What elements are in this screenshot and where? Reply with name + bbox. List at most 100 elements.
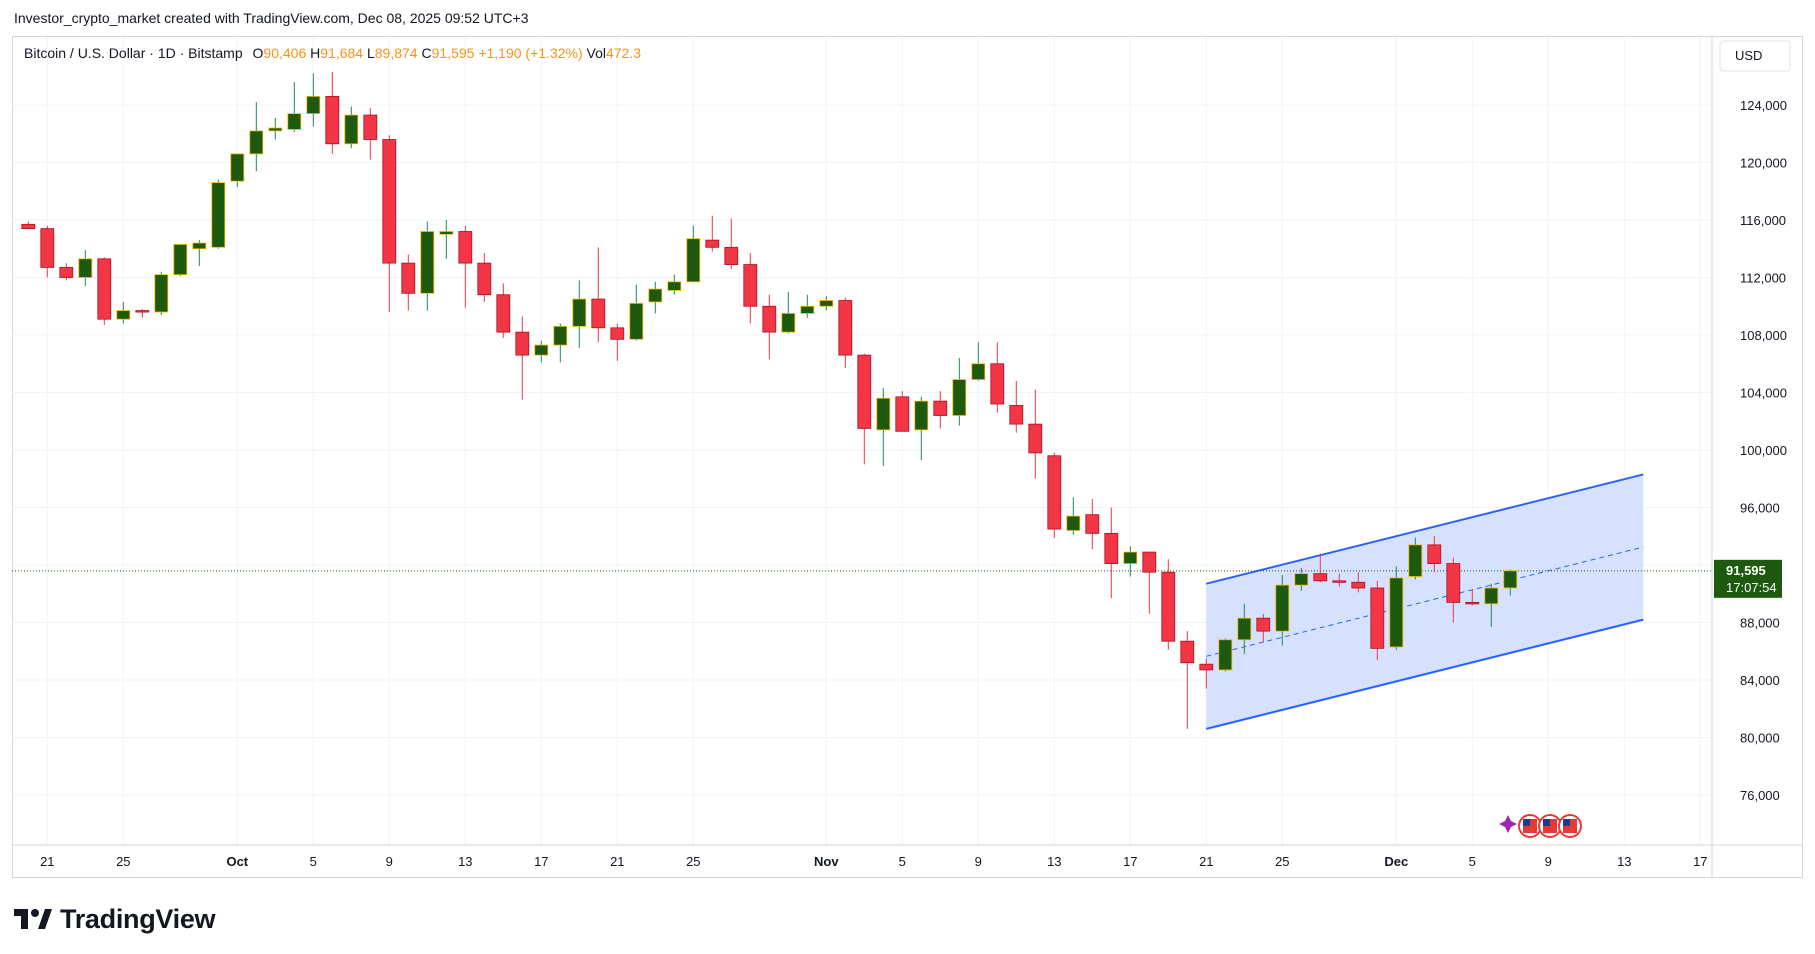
channel-upper-line: [1206, 473, 1644, 585]
candle-down: [933, 391, 948, 429]
last-price-label: 91,595: [1726, 563, 1766, 578]
candle-body: [534, 344, 549, 356]
candle-down: [1180, 631, 1195, 729]
candle-down: [21, 221, 36, 230]
x-tick-label: 17: [1693, 854, 1707, 869]
candle-body: [325, 95, 340, 145]
candle-body: [135, 310, 150, 313]
candle-down: [363, 107, 378, 160]
candle-body: [1047, 455, 1062, 530]
candle-body: [458, 231, 473, 264]
x-tick-label: Oct: [226, 854, 248, 869]
candle-up: [781, 291, 796, 334]
x-tick-label: 25: [116, 854, 130, 869]
candle-down: [895, 391, 910, 432]
candle-down: [1313, 553, 1328, 583]
candle-body: [21, 223, 36, 230]
y-tick-label: 88,000: [1740, 616, 1780, 631]
candle-down: [1351, 572, 1366, 593]
candle-body: [1028, 423, 1043, 454]
candle-up: [629, 284, 644, 341]
candle-body: [762, 305, 777, 333]
countdown-label: 17:07:54: [1726, 580, 1777, 595]
candle-body: [420, 231, 435, 294]
parallel-channel: [1206, 473, 1644, 730]
candles: [21, 71, 1518, 729]
candle-body: [1503, 570, 1518, 589]
candle-body: [1123, 551, 1138, 564]
candle-up: [1237, 603, 1252, 655]
x-tick-label: 9: [1545, 854, 1552, 869]
candle-body: [724, 246, 739, 265]
candle-down: [762, 294, 777, 360]
candle-up: [819, 296, 834, 311]
candle-up: [667, 274, 682, 295]
candle-body: [876, 397, 891, 431]
candle-body: [1427, 544, 1442, 564]
y-tick-label: 104,000: [1740, 386, 1787, 401]
candle-down: [724, 218, 739, 269]
candle-down: [59, 263, 74, 281]
candle-up: [287, 82, 302, 133]
candle-down: [477, 253, 492, 302]
candle-body: [306, 95, 321, 115]
last-price-label-bg: [1714, 559, 1782, 598]
grid-lines: [12, 37, 1712, 845]
candle-body: [59, 267, 74, 278]
candle-body: [1085, 514, 1100, 534]
sparkle-icon: [1499, 815, 1517, 833]
tradingview-logo[interactable]: TradingView: [14, 903, 216, 935]
y-tick-label: 96,000: [1740, 501, 1780, 516]
candle-up: [553, 323, 568, 363]
y-tick-label: 76,000: [1740, 788, 1780, 803]
x-tick-label: 13: [1047, 854, 1061, 869]
candle-body: [1351, 581, 1366, 589]
candle-body: [173, 244, 188, 276]
candle-up: [1503, 569, 1518, 596]
us-flag-event-icon: [1538, 814, 1562, 838]
currency-button-frame: [1719, 40, 1791, 72]
volume-label: Vol: [586, 45, 606, 61]
currency-button[interactable]: USD: [1735, 48, 1763, 63]
candle-up: [800, 294, 815, 318]
candle-up: [192, 240, 207, 266]
axes: 124,000 120,000 116,000 112,000 108,000 104,0…: [12, 37, 1803, 878]
candle-body: [363, 114, 378, 140]
logo-text: TradingView: [60, 903, 216, 934]
candle-down: [1370, 580, 1385, 660]
candle-body: [1294, 573, 1309, 586]
candle-up: [439, 220, 454, 259]
candle-up: [306, 73, 321, 127]
candle-up: [230, 153, 245, 187]
candle-down: [1199, 658, 1214, 689]
candle-body: [1256, 617, 1271, 632]
candle-down: [1446, 557, 1461, 623]
candle-body: [439, 231, 454, 235]
candle-down: [515, 316, 530, 400]
y-tick-label: 120,000: [1740, 156, 1787, 171]
candle-up: [648, 281, 663, 314]
candle-up: [876, 388, 891, 466]
symbol-name[interactable]: Bitcoin / U.S. Dollar · 1D · Bitstamp: [24, 45, 243, 61]
candle-body: [268, 127, 283, 132]
x-tick-label: 17: [534, 854, 548, 869]
candle-down: [1028, 389, 1043, 479]
change-value: +1,190 (+1.32%): [478, 45, 583, 61]
candle-body: [990, 363, 1005, 405]
candle-up: [952, 358, 967, 426]
candle-body: [1009, 405, 1024, 425]
x-tick-label: Dec: [1384, 854, 1408, 869]
symbol-legend[interactable]: Bitcoin / U.S. Dollar · 1D · Bitstamp O9…: [24, 45, 641, 61]
high-label: H: [310, 45, 321, 61]
candle-body: [1237, 617, 1252, 641]
channel-lower-line: [1206, 618, 1644, 730]
candle-body: [287, 113, 302, 130]
x-tick-label: 9: [975, 854, 982, 869]
candle-body: [743, 264, 758, 307]
candle-down: [591, 247, 606, 343]
candle-up: [1389, 566, 1404, 650]
candle-body: [230, 153, 245, 182]
candle-down: [1047, 452, 1062, 538]
candle-body: [515, 331, 530, 356]
